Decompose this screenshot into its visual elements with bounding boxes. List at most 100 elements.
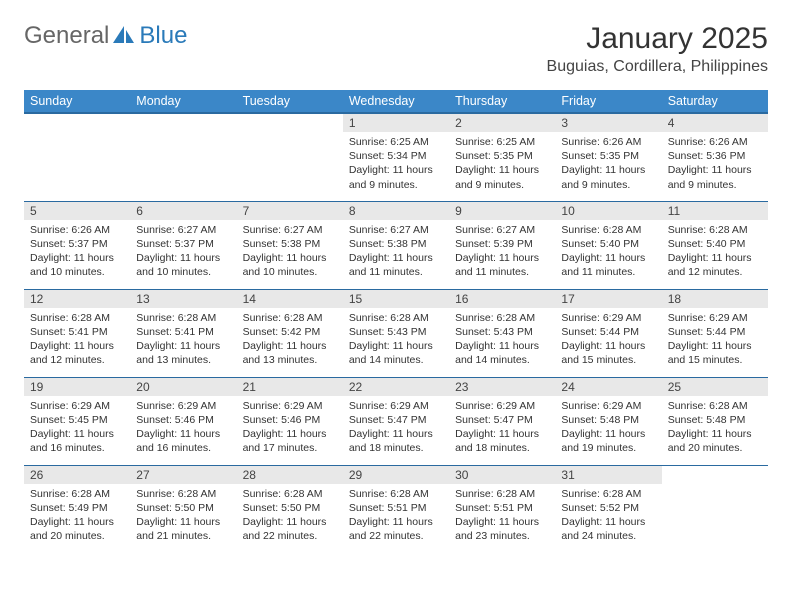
day-number: 9 bbox=[449, 202, 555, 220]
day-details: Sunrise: 6:28 AMSunset: 5:40 PMDaylight:… bbox=[662, 220, 768, 285]
calendar-week-row: 12Sunrise: 6:28 AMSunset: 5:41 PMDayligh… bbox=[24, 289, 768, 377]
weekday-header: Monday bbox=[130, 90, 236, 113]
day-number: 5 bbox=[24, 202, 130, 220]
day-number: 26 bbox=[24, 466, 130, 484]
day-number: 13 bbox=[130, 290, 236, 308]
day-number: 22 bbox=[343, 378, 449, 396]
day-number: 7 bbox=[237, 202, 343, 220]
day-number: 4 bbox=[662, 114, 768, 132]
calendar-cell: 29Sunrise: 6:28 AMSunset: 5:51 PMDayligh… bbox=[343, 465, 449, 553]
day-details: Sunrise: 6:26 AMSunset: 5:35 PMDaylight:… bbox=[555, 132, 661, 197]
weekday-row: SundayMondayTuesdayWednesdayThursdayFrid… bbox=[24, 90, 768, 113]
day-details: Sunrise: 6:29 AMSunset: 5:47 PMDaylight:… bbox=[343, 396, 449, 461]
calendar-cell: 25Sunrise: 6:28 AMSunset: 5:48 PMDayligh… bbox=[662, 377, 768, 465]
page-header: General Blue January 2025 Buguias, Cordi… bbox=[24, 22, 768, 76]
day-number: 23 bbox=[449, 378, 555, 396]
day-details: Sunrise: 6:29 AMSunset: 5:48 PMDaylight:… bbox=[555, 396, 661, 461]
calendar-head: SundayMondayTuesdayWednesdayThursdayFrid… bbox=[24, 90, 768, 113]
calendar-cell bbox=[130, 113, 236, 201]
calendar-cell: 13Sunrise: 6:28 AMSunset: 5:41 PMDayligh… bbox=[130, 289, 236, 377]
calendar-cell: 3Sunrise: 6:26 AMSunset: 5:35 PMDaylight… bbox=[555, 113, 661, 201]
calendar-cell: 18Sunrise: 6:29 AMSunset: 5:44 PMDayligh… bbox=[662, 289, 768, 377]
day-details: Sunrise: 6:28 AMSunset: 5:42 PMDaylight:… bbox=[237, 308, 343, 373]
day-details: Sunrise: 6:29 AMSunset: 5:47 PMDaylight:… bbox=[449, 396, 555, 461]
day-number: 29 bbox=[343, 466, 449, 484]
day-number: 27 bbox=[130, 466, 236, 484]
day-number: 15 bbox=[343, 290, 449, 308]
day-details: Sunrise: 6:28 AMSunset: 5:41 PMDaylight:… bbox=[130, 308, 236, 373]
brand-word-2: Blue bbox=[139, 22, 187, 50]
calendar-cell bbox=[662, 465, 768, 553]
day-details: Sunrise: 6:28 AMSunset: 5:49 PMDaylight:… bbox=[24, 484, 130, 549]
day-number: 16 bbox=[449, 290, 555, 308]
title-block: January 2025 Buguias, Cordillera, Philip… bbox=[547, 22, 768, 76]
day-details: Sunrise: 6:26 AMSunset: 5:36 PMDaylight:… bbox=[662, 132, 768, 197]
day-details: Sunrise: 6:28 AMSunset: 5:52 PMDaylight:… bbox=[555, 484, 661, 549]
calendar-cell: 31Sunrise: 6:28 AMSunset: 5:52 PMDayligh… bbox=[555, 465, 661, 553]
day-number: 10 bbox=[555, 202, 661, 220]
day-details: Sunrise: 6:28 AMSunset: 5:50 PMDaylight:… bbox=[237, 484, 343, 549]
calendar-cell: 26Sunrise: 6:28 AMSunset: 5:49 PMDayligh… bbox=[24, 465, 130, 553]
day-details: Sunrise: 6:27 AMSunset: 5:38 PMDaylight:… bbox=[343, 220, 449, 285]
calendar-week-row: 26Sunrise: 6:28 AMSunset: 5:49 PMDayligh… bbox=[24, 465, 768, 553]
day-details: Sunrise: 6:28 AMSunset: 5:40 PMDaylight:… bbox=[555, 220, 661, 285]
day-number: 28 bbox=[237, 466, 343, 484]
calendar-cell: 12Sunrise: 6:28 AMSunset: 5:41 PMDayligh… bbox=[24, 289, 130, 377]
calendar-cell: 17Sunrise: 6:29 AMSunset: 5:44 PMDayligh… bbox=[555, 289, 661, 377]
day-details: Sunrise: 6:27 AMSunset: 5:39 PMDaylight:… bbox=[449, 220, 555, 285]
brand-logo: General Blue bbox=[24, 22, 187, 50]
day-details: Sunrise: 6:28 AMSunset: 5:43 PMDaylight:… bbox=[449, 308, 555, 373]
day-number: 25 bbox=[662, 378, 768, 396]
day-details: Sunrise: 6:29 AMSunset: 5:45 PMDaylight:… bbox=[24, 396, 130, 461]
day-details: Sunrise: 6:29 AMSunset: 5:46 PMDaylight:… bbox=[237, 396, 343, 461]
calendar-week-row: 1Sunrise: 6:25 AMSunset: 5:34 PMDaylight… bbox=[24, 113, 768, 201]
day-number: 3 bbox=[555, 114, 661, 132]
weekday-header: Friday bbox=[555, 90, 661, 113]
calendar-cell: 8Sunrise: 6:27 AMSunset: 5:38 PMDaylight… bbox=[343, 201, 449, 289]
calendar-cell: 11Sunrise: 6:28 AMSunset: 5:40 PMDayligh… bbox=[662, 201, 768, 289]
day-number: 17 bbox=[555, 290, 661, 308]
day-details: Sunrise: 6:28 AMSunset: 5:51 PMDaylight:… bbox=[343, 484, 449, 549]
calendar-cell: 20Sunrise: 6:29 AMSunset: 5:46 PMDayligh… bbox=[130, 377, 236, 465]
day-number: 11 bbox=[662, 202, 768, 220]
calendar-week-row: 5Sunrise: 6:26 AMSunset: 5:37 PMDaylight… bbox=[24, 201, 768, 289]
month-title: January 2025 bbox=[547, 22, 768, 56]
calendar-table: SundayMondayTuesdayWednesdayThursdayFrid… bbox=[24, 90, 768, 553]
day-number: 19 bbox=[24, 378, 130, 396]
calendar-cell: 10Sunrise: 6:28 AMSunset: 5:40 PMDayligh… bbox=[555, 201, 661, 289]
calendar-cell: 6Sunrise: 6:27 AMSunset: 5:37 PMDaylight… bbox=[130, 201, 236, 289]
calendar-cell: 22Sunrise: 6:29 AMSunset: 5:47 PMDayligh… bbox=[343, 377, 449, 465]
day-number: 8 bbox=[343, 202, 449, 220]
calendar-cell: 16Sunrise: 6:28 AMSunset: 5:43 PMDayligh… bbox=[449, 289, 555, 377]
day-details: Sunrise: 6:25 AMSunset: 5:34 PMDaylight:… bbox=[343, 132, 449, 197]
day-details: Sunrise: 6:28 AMSunset: 5:48 PMDaylight:… bbox=[662, 396, 768, 461]
calendar-cell: 4Sunrise: 6:26 AMSunset: 5:36 PMDaylight… bbox=[662, 113, 768, 201]
weekday-header: Thursday bbox=[449, 90, 555, 113]
calendar-cell: 5Sunrise: 6:26 AMSunset: 5:37 PMDaylight… bbox=[24, 201, 130, 289]
calendar-week-row: 19Sunrise: 6:29 AMSunset: 5:45 PMDayligh… bbox=[24, 377, 768, 465]
calendar-cell: 24Sunrise: 6:29 AMSunset: 5:48 PMDayligh… bbox=[555, 377, 661, 465]
calendar-cell: 28Sunrise: 6:28 AMSunset: 5:50 PMDayligh… bbox=[237, 465, 343, 553]
day-details: Sunrise: 6:29 AMSunset: 5:46 PMDaylight:… bbox=[130, 396, 236, 461]
calendar-cell: 21Sunrise: 6:29 AMSunset: 5:46 PMDayligh… bbox=[237, 377, 343, 465]
day-number: 14 bbox=[237, 290, 343, 308]
day-number: 30 bbox=[449, 466, 555, 484]
day-number: 20 bbox=[130, 378, 236, 396]
day-details: Sunrise: 6:28 AMSunset: 5:41 PMDaylight:… bbox=[24, 308, 130, 373]
day-number: 31 bbox=[555, 466, 661, 484]
location-subtitle: Buguias, Cordillera, Philippines bbox=[547, 58, 768, 76]
calendar-cell: 30Sunrise: 6:28 AMSunset: 5:51 PMDayligh… bbox=[449, 465, 555, 553]
weekday-header: Sunday bbox=[24, 90, 130, 113]
calendar-cell: 2Sunrise: 6:25 AMSunset: 5:35 PMDaylight… bbox=[449, 113, 555, 201]
weekday-header: Tuesday bbox=[237, 90, 343, 113]
day-details: Sunrise: 6:27 AMSunset: 5:37 PMDaylight:… bbox=[130, 220, 236, 285]
calendar-cell bbox=[237, 113, 343, 201]
day-details: Sunrise: 6:26 AMSunset: 5:37 PMDaylight:… bbox=[24, 220, 130, 285]
calendar-cell: 15Sunrise: 6:28 AMSunset: 5:43 PMDayligh… bbox=[343, 289, 449, 377]
calendar-cell: 9Sunrise: 6:27 AMSunset: 5:39 PMDaylight… bbox=[449, 201, 555, 289]
day-number: 2 bbox=[449, 114, 555, 132]
day-details: Sunrise: 6:28 AMSunset: 5:43 PMDaylight:… bbox=[343, 308, 449, 373]
day-number: 1 bbox=[343, 114, 449, 132]
day-number: 18 bbox=[662, 290, 768, 308]
day-number: 21 bbox=[237, 378, 343, 396]
